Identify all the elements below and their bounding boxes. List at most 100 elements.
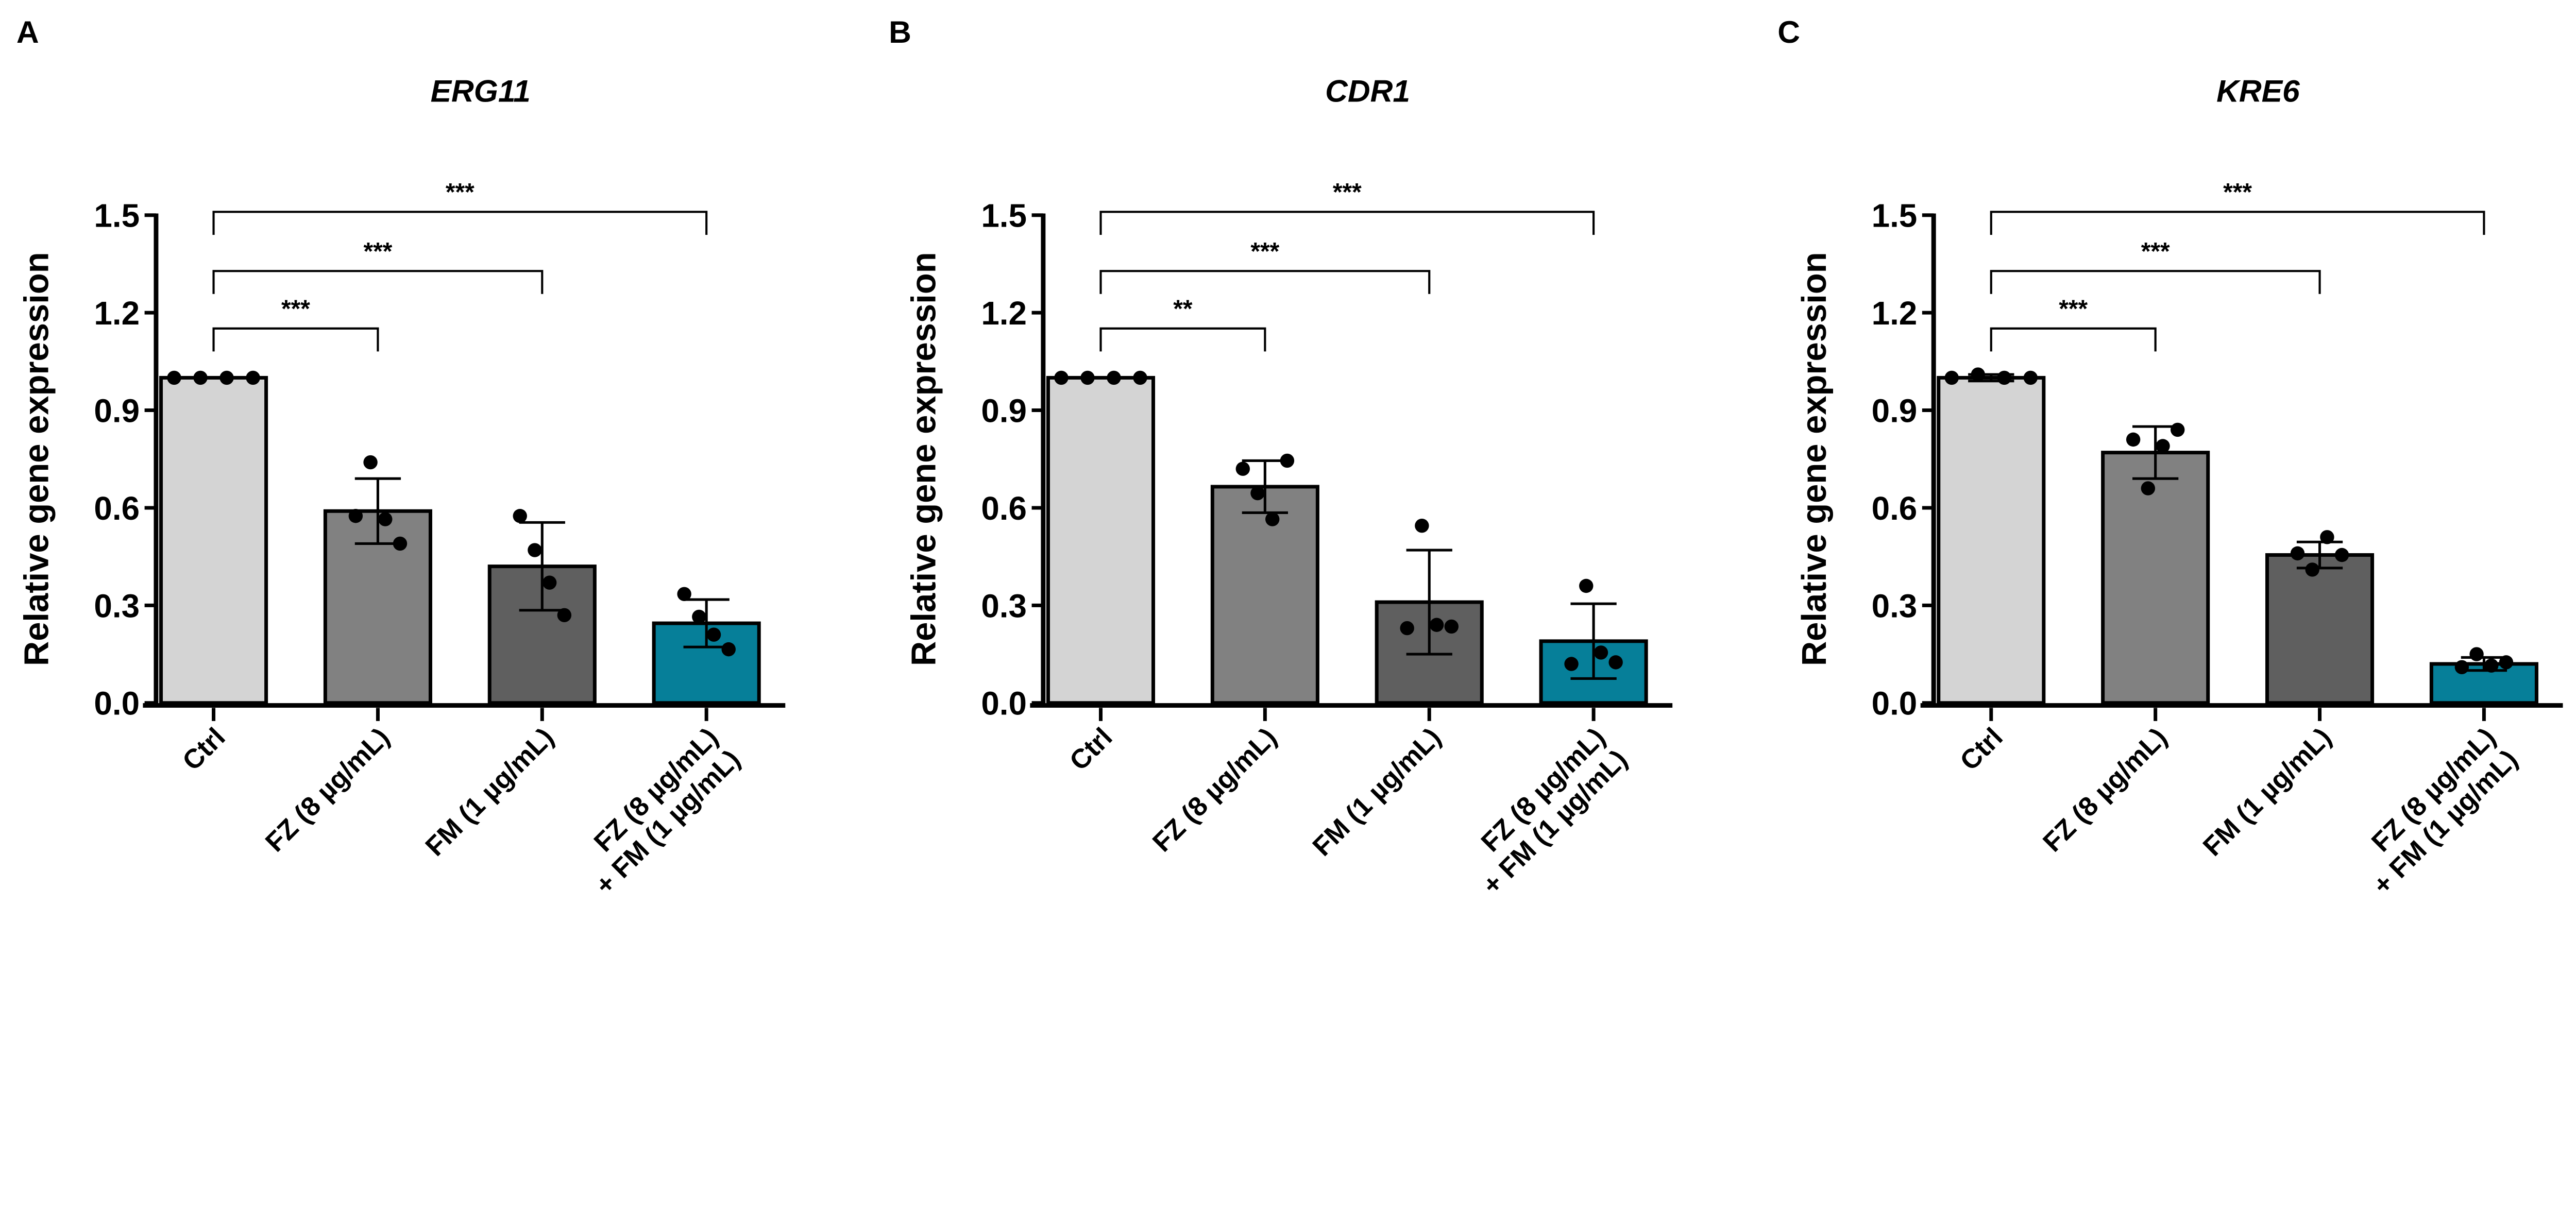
bar-0 (1937, 375, 2046, 705)
data-point (1944, 370, 1959, 385)
chart-title: CDR1 (1325, 74, 1410, 109)
data-point (2334, 548, 2349, 562)
significance-label: *** (2059, 295, 2088, 322)
panel-b: B CDR1 Relative gene expression 0.0 0.3 0.6 0.… (889, 14, 1673, 901)
data-point (2484, 658, 2499, 673)
data-point (246, 370, 260, 385)
bar-2 (2265, 553, 2375, 705)
significance-bracket (212, 211, 708, 235)
data-point (721, 642, 736, 657)
data-point (1579, 578, 1594, 593)
data-point (393, 536, 408, 551)
data-point (1054, 370, 1069, 385)
y-tick-label: 1.2 (94, 295, 140, 332)
data-point (1400, 621, 1414, 636)
significance-bracket (212, 270, 544, 294)
data-point (2320, 530, 2334, 544)
significance-label: *** (446, 179, 474, 206)
data-point (348, 509, 363, 523)
x-tick-label: FM (1 µg/mL) (1307, 722, 1447, 862)
chart-title: KRE6 (2216, 74, 2300, 109)
data-point (692, 609, 706, 624)
data-point (219, 370, 234, 385)
data-point (378, 512, 393, 526)
x-tick-label: FZ (8 µg/mL)+ FM (1 µg/mL) (567, 722, 746, 901)
panel-letter: B (889, 14, 911, 49)
y-tick-label: 1.2 (1872, 295, 1918, 332)
y-tick-label: 1.2 (981, 295, 1027, 332)
y-tick-label: 0.6 (94, 490, 140, 527)
y-tick-label: 0.6 (981, 490, 1027, 527)
data-point (2171, 422, 2185, 437)
x-tick-label: FZ (8 µg/mL)+ FM (1 µg/mL) (1454, 722, 1633, 901)
figure: A ERG11 Relative gene expression 0.0 0.3 0.6 0… (16, 14, 2563, 901)
data-point (1429, 618, 1444, 632)
x-tick-label: FZ (8 µg/mL)+ FM (1 µg/mL) (2345, 722, 2523, 901)
significance-bracket (212, 327, 379, 352)
x-tick-label: Ctrl (1954, 722, 2009, 777)
y-axis-label: Relative gene expression (1795, 252, 1834, 666)
data-point (2141, 481, 2156, 495)
significance-bracket (1099, 270, 1431, 294)
significance-label: *** (2141, 238, 2170, 265)
data-point (1133, 370, 1147, 385)
data-point (363, 455, 378, 470)
significance-bracket (1099, 211, 1595, 235)
data-point (1080, 370, 1095, 385)
data-point (1107, 370, 1121, 385)
x-tick-label: FZ (8 µg/mL) (1147, 722, 1283, 858)
data-point (2023, 370, 2038, 385)
x-tick-label: FZ (8 µg/mL) (260, 722, 396, 858)
y-tick-label: 0.3 (94, 587, 140, 624)
y-tick-label: 0.9 (1872, 392, 1918, 430)
y-tick-label: 1.5 (94, 197, 140, 234)
x-tick-label-line: FZ (8 µg/mL) (1147, 722, 1283, 858)
data-point (1608, 655, 1623, 670)
data-point (1235, 461, 1250, 476)
data-point (1444, 619, 1459, 634)
data-point (2290, 546, 2305, 561)
data-point (677, 587, 691, 601)
y-tick-label: 0.6 (1872, 490, 1918, 527)
significance-label: *** (2223, 179, 2252, 206)
data-point (513, 509, 527, 523)
data-point (557, 608, 572, 623)
bar-1 (2101, 451, 2210, 705)
x-tick-label: FZ (8 µg/mL) (2037, 722, 2173, 858)
significance-label: *** (281, 295, 310, 322)
data-point (542, 575, 557, 590)
data-point (1280, 453, 1295, 468)
y-tick-label: 0.0 (981, 685, 1027, 722)
y-tick-label: 0.9 (94, 392, 140, 430)
data-point (2126, 432, 2141, 447)
significance-bracket (1990, 211, 2485, 235)
y-tick-label: 0.9 (981, 392, 1027, 430)
data-point (1971, 367, 1985, 382)
bar-0 (159, 375, 268, 705)
x-tick-label-line: FM (1 µg/mL) (419, 722, 560, 862)
data-point (2469, 647, 2484, 661)
y-axis-label: Relative gene expression (905, 252, 943, 666)
y-tick-label: 0.0 (94, 685, 140, 722)
data-point (1564, 657, 1579, 671)
significance-label: *** (364, 238, 393, 265)
y-tick-label: 1.5 (981, 197, 1027, 234)
data-point (1997, 370, 2012, 385)
panel-letter: C (1777, 14, 1800, 49)
panel-a: A ERG11 Relative gene expression 0.0 0.3 0.6 0… (16, 14, 786, 901)
significance-bracket (1990, 327, 2157, 352)
significance-label: ** (1173, 295, 1193, 322)
significance-label: *** (1333, 179, 1362, 206)
data-point (1250, 486, 1265, 501)
y-tick-label: 0.3 (981, 587, 1027, 624)
x-tick-label: Ctrl (177, 722, 231, 777)
x-tick-label-line: FM (1 µg/mL) (1307, 722, 1447, 862)
significance-label: *** (1250, 238, 1279, 265)
significance-bracket (1990, 270, 2321, 294)
bar-0 (1046, 375, 1156, 705)
panel-c: C KRE6 Relative gene expression 0.0 0.3 0.6 0.… (1777, 14, 2563, 901)
x-tick-label-line: FZ (8 µg/mL) (260, 722, 396, 858)
bar-1 (1210, 485, 1319, 705)
chart-title: ERG11 (431, 74, 531, 109)
x-tick-label: FM (1 µg/mL) (2197, 722, 2337, 862)
